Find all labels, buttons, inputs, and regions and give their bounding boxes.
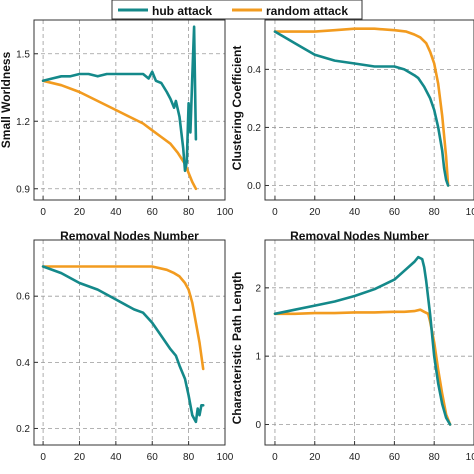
x-tick-label: 60 — [389, 207, 401, 218]
chart-panel-4: 020406080100012Removal Nodes NumberChara… — [230, 239, 474, 463]
y-tick-label: 0.0 — [247, 181, 261, 192]
y-tick-label: 0.4 — [247, 65, 261, 76]
x-tick-label: 100 — [466, 452, 474, 463]
y-tick-label: 0 — [255, 420, 261, 431]
legend-label-random: random attack — [266, 4, 348, 18]
y-tick-label: 0.4 — [16, 358, 30, 369]
x-tick-label: 80 — [183, 207, 195, 218]
x-tick-label: 60 — [147, 207, 159, 218]
x-tick-label: 80 — [183, 452, 195, 463]
plot-frame — [33, 19, 226, 201]
x-tick-label: 40 — [110, 452, 122, 463]
x-axis-label: Removal Nodes Number — [60, 229, 199, 243]
x-tick-label: 20 — [74, 207, 86, 218]
x-tick-label: 20 — [309, 207, 321, 218]
series-line-random-attack — [273, 27, 450, 187]
series-line-random-attack — [41, 265, 205, 371]
x-tick-label: 60 — [389, 452, 401, 463]
y-axis-label: Small Worldness — [0, 51, 13, 148]
x-tick-label: 0 — [40, 452, 46, 463]
x-tick-label: 60 — [147, 452, 159, 463]
x-axis-label: Removal Nodes Number — [290, 229, 429, 243]
x-tick-label: 100 — [466, 207, 474, 218]
legend: hub attack random attack — [111, 0, 363, 20]
y-tick-label: 1.5 — [16, 49, 30, 60]
series-line-hub-attack — [41, 265, 205, 424]
x-tick-label: 80 — [429, 452, 441, 463]
x-tick-label: 0 — [272, 207, 278, 218]
x-tick-label: 100 — [217, 207, 234, 218]
y-axis-label: Characteristic Path Length — [230, 272, 244, 425]
series-line-hub-attack — [41, 25, 198, 173]
series-line-hub-attack — [273, 30, 450, 187]
y-tick-label: 0.9 — [16, 184, 30, 195]
x-tick-label: 40 — [110, 207, 122, 218]
series-line-random-attack — [273, 308, 452, 426]
x-tick-label: 100 — [217, 452, 234, 463]
x-tick-label: 40 — [349, 452, 361, 463]
y-tick-label: 2 — [255, 283, 261, 294]
y-tick-label: 0.2 — [16, 424, 30, 435]
series-line-hub-attack — [273, 255, 452, 426]
x-tick-label: 20 — [309, 452, 321, 463]
y-tick-label: 0.2 — [247, 123, 261, 134]
x-tick-label: 40 — [349, 207, 361, 218]
plot-frame — [264, 239, 474, 446]
x-tick-label: 80 — [429, 207, 441, 218]
y-tick-label: 1.2 — [16, 117, 30, 128]
x-tick-label: 0 — [272, 452, 278, 463]
chart-panel-2: 0 20 40 60 80 100 0.0 0.2 0.4 Removal Nodes Numbe… — [230, 19, 474, 243]
y-tick-label: 1 — [255, 352, 261, 363]
x-tick-label: 0 — [40, 207, 46, 218]
y-axis-label: Clustering Coefficient — [230, 46, 244, 171]
x-tick-label: 20 — [74, 452, 86, 463]
plot-frame — [33, 239, 226, 446]
chart-panel-1: 0 20 40 60 80 100 0.9 1.2 1.5 Removal Nodes Numbe… — [0, 19, 234, 243]
y-tick-label: 0.6 — [16, 292, 30, 303]
legend-label-hub: hub attack — [152, 4, 212, 18]
series-line-random-attack — [41, 79, 198, 191]
plot-frame — [264, 19, 474, 201]
